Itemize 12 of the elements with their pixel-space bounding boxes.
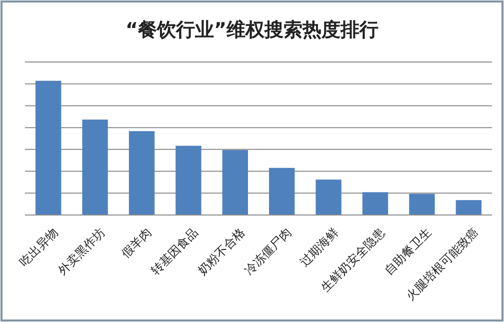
- bar: [36, 80, 62, 215]
- bar: [82, 120, 108, 215]
- x-tick-label: 假羊肉: [118, 225, 154, 261]
- chart-title: “餐饮行业”维权搜索热度排行: [126, 19, 378, 41]
- bar: [362, 192, 388, 215]
- bar: [456, 200, 482, 215]
- bar: [176, 146, 202, 215]
- bar: [269, 168, 295, 215]
- bar: [128, 131, 155, 215]
- bar: [222, 150, 248, 215]
- bar: [316, 180, 342, 215]
- bar: [409, 194, 435, 215]
